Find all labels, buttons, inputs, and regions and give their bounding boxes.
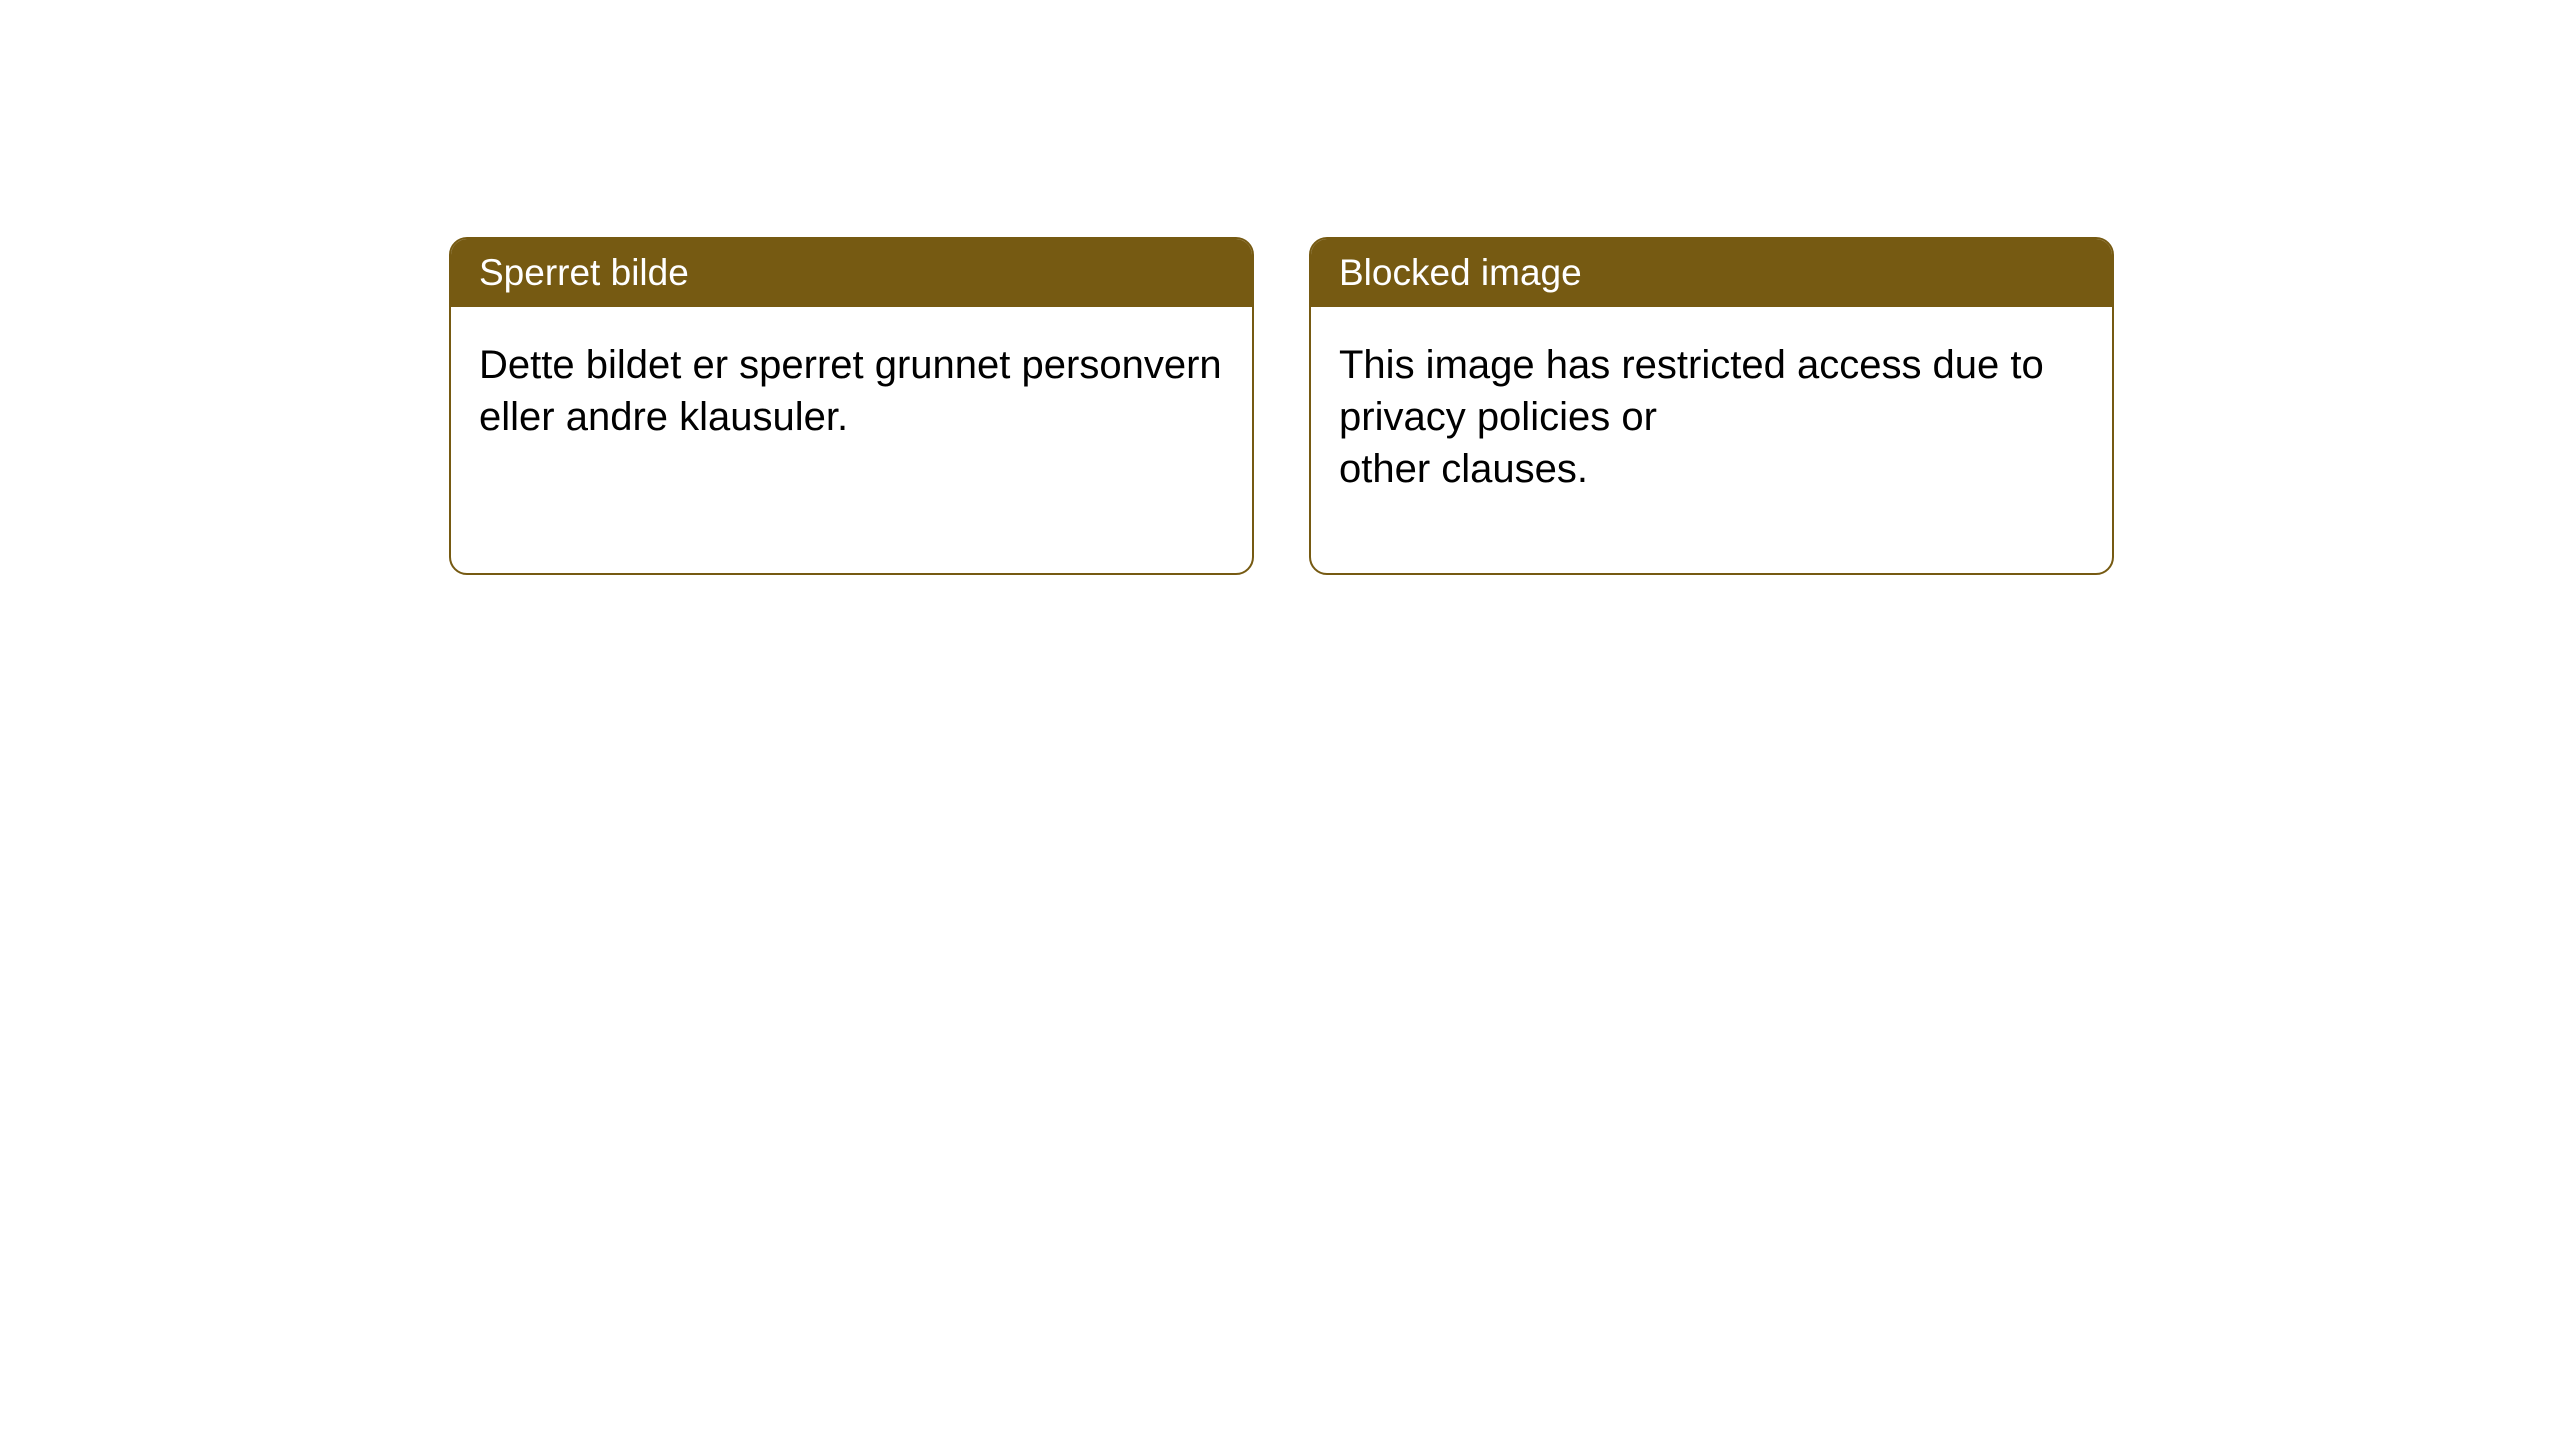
notice-header: Blocked image <box>1311 239 2112 307</box>
notice-card-english: Blocked image This image has restricted … <box>1309 237 2114 575</box>
notice-header: Sperret bilde <box>451 239 1252 307</box>
notice-container: Sperret bilde Dette bildet er sperret gr… <box>0 0 2560 575</box>
notice-card-norwegian: Sperret bilde Dette bildet er sperret gr… <box>449 237 1254 575</box>
notice-body: Dette bildet er sperret grunnet personve… <box>451 307 1252 475</box>
notice-body: This image has restricted access due to … <box>1311 307 2112 527</box>
